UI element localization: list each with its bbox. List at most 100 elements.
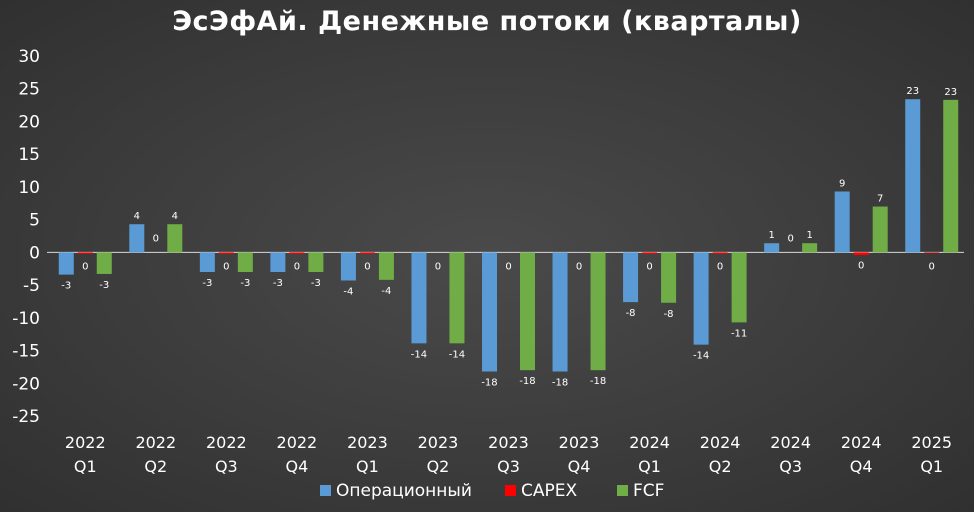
data-label: -18 xyxy=(481,377,497,388)
data-label: -14 xyxy=(411,349,427,360)
bar-fcf xyxy=(590,252,606,371)
x-tick-label-year: 2024 xyxy=(770,433,811,452)
x-tick-label-year: 2024 xyxy=(841,433,882,452)
x-tick-label-year: 2022 xyxy=(206,433,247,452)
data-label: -8 xyxy=(626,308,636,319)
data-label: 0 xyxy=(364,261,370,272)
chart-title: ЭсЭфАй. Денежные потоки (кварталы) xyxy=(172,6,802,37)
data-label: 0 xyxy=(153,233,159,244)
y-tick-label: 0 xyxy=(29,243,40,263)
data-label: 0 xyxy=(576,261,582,272)
legend-label: CAPEX xyxy=(521,481,577,501)
bar-operating xyxy=(905,99,921,253)
x-tick-label-year: 2022 xyxy=(135,433,176,452)
data-label: 0 xyxy=(435,261,441,272)
bar-capex xyxy=(77,252,93,254)
data-label: 0 xyxy=(505,261,511,272)
x-tick-label-quarter: Q1 xyxy=(356,457,379,476)
data-label: 1 xyxy=(768,230,774,241)
data-label: -4 xyxy=(343,287,353,298)
x-tick-label-year: 2023 xyxy=(488,433,529,452)
data-label: -3 xyxy=(240,278,250,289)
bar-capex xyxy=(712,252,728,254)
data-label: -3 xyxy=(273,278,283,289)
data-label: 0 xyxy=(82,261,88,272)
x-tick-label-quarter: Q4 xyxy=(850,457,873,476)
data-label: -3 xyxy=(311,278,321,289)
y-tick-label: -5 xyxy=(23,276,40,296)
data-label: 23 xyxy=(906,86,919,97)
data-label: 0 xyxy=(223,261,229,272)
data-label: 23 xyxy=(944,87,957,98)
bar-fcf xyxy=(731,252,747,323)
x-tick-label-year: 2023 xyxy=(347,433,388,452)
bar-capex xyxy=(642,252,658,254)
bar-operating xyxy=(340,252,356,281)
x-tick-label-year: 2023 xyxy=(418,433,459,452)
x-tick-label-quarter: Q1 xyxy=(74,457,97,476)
x-tick-label-quarter: Q2 xyxy=(144,457,167,476)
y-tick-label: 15 xyxy=(18,145,40,165)
data-label: -11 xyxy=(731,328,747,339)
bar-fcf xyxy=(308,252,324,272)
data-label: 0 xyxy=(858,260,864,271)
y-tick-label: -10 xyxy=(12,309,40,329)
data-label: 7 xyxy=(877,194,883,205)
x-tick-label-year: 2023 xyxy=(559,433,600,452)
x-tick-label-quarter: Q3 xyxy=(215,457,238,476)
legend-label: FCF xyxy=(633,481,664,501)
data-label: 0 xyxy=(787,233,793,244)
y-tick-label: 5 xyxy=(29,211,40,231)
bar-operating xyxy=(834,191,850,253)
y-tick-label: -15 xyxy=(12,342,40,362)
x-tick-label-year: 2024 xyxy=(629,433,670,452)
data-label: -3 xyxy=(61,281,71,292)
bar-capex xyxy=(289,252,305,254)
legend-label: Операционный xyxy=(336,481,472,501)
bar-fcf xyxy=(449,252,465,344)
bar-fcf xyxy=(943,99,959,253)
data-label: -14 xyxy=(693,351,709,362)
bar-capex xyxy=(359,252,375,254)
bar-operating xyxy=(199,252,215,272)
x-tick-label-quarter: Q1 xyxy=(920,457,943,476)
data-label: -8 xyxy=(664,309,674,320)
x-tick-label-quarter: Q4 xyxy=(285,457,308,476)
data-label: 0 xyxy=(646,261,652,272)
x-tick-label-quarter: Q4 xyxy=(568,457,591,476)
y-tick-label: 10 xyxy=(18,178,40,198)
bar-operating xyxy=(58,252,74,275)
bar-capex xyxy=(853,252,869,255)
bar-fcf xyxy=(96,252,112,274)
bar-capex xyxy=(924,252,940,254)
x-tick-label-quarter: Q3 xyxy=(497,457,520,476)
data-label: 0 xyxy=(717,261,723,272)
data-label: 4 xyxy=(134,211,140,222)
x-tick-label-year: 2022 xyxy=(65,433,106,452)
x-tick-label-quarter: Q2 xyxy=(427,457,450,476)
y-tick-label: 30 xyxy=(18,47,40,67)
bar-operating xyxy=(623,252,639,303)
data-label: -4 xyxy=(381,286,391,297)
x-tick-label-year: 2025 xyxy=(911,433,952,452)
data-label: 9 xyxy=(839,178,845,189)
bar-fcf xyxy=(872,206,888,253)
data-label: -3 xyxy=(202,278,212,289)
bar-fcf xyxy=(661,252,677,303)
data-label: 4 xyxy=(172,211,178,222)
legend-swatch-capex xyxy=(505,485,516,496)
bar-operating xyxy=(129,224,145,253)
data-label: -14 xyxy=(449,349,465,360)
data-label: 0 xyxy=(929,261,935,272)
bar-operating xyxy=(693,252,709,345)
bar-operating xyxy=(764,243,780,253)
bar-fcf xyxy=(237,252,253,272)
y-tick-label: 25 xyxy=(18,80,40,100)
bar-fcf xyxy=(802,243,818,253)
data-label: -18 xyxy=(519,376,535,387)
bar-fcf xyxy=(378,252,394,280)
data-label: 1 xyxy=(806,230,812,241)
bar-operating xyxy=(411,252,427,344)
x-tick-label-year: 2022 xyxy=(277,433,318,452)
